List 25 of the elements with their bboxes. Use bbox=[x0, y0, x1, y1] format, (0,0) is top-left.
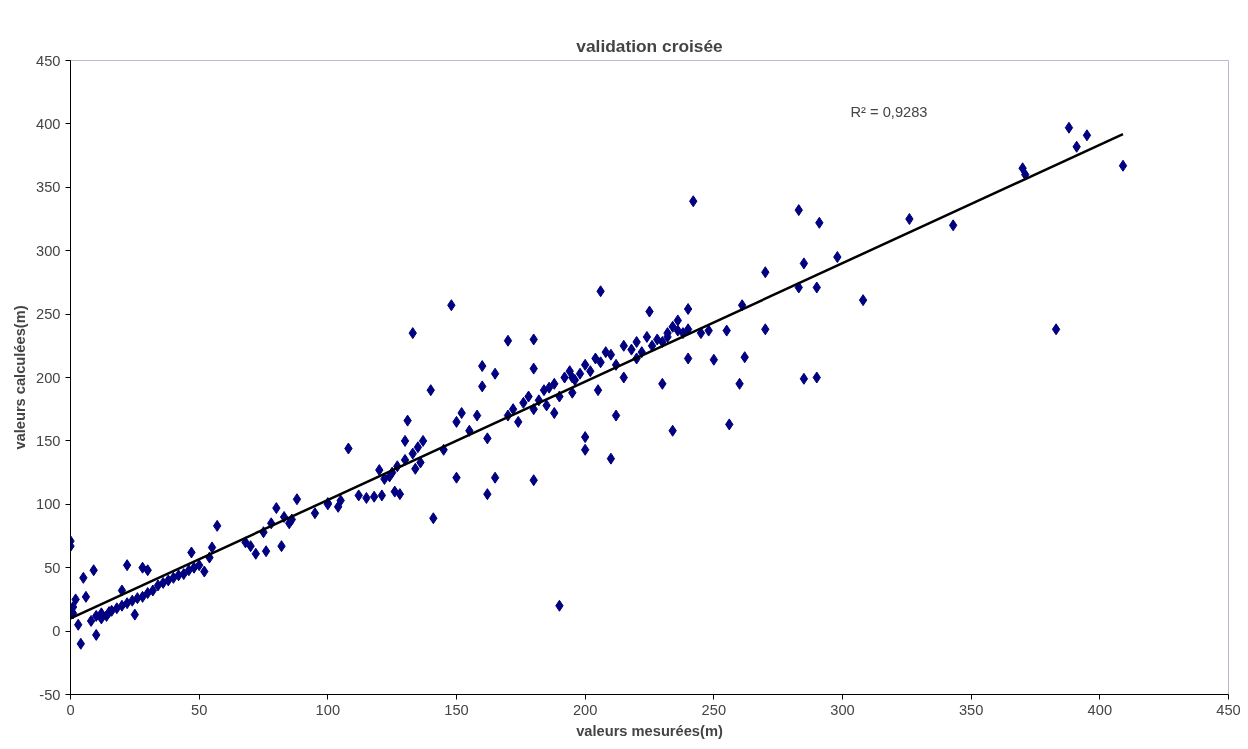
y-tick-label: 200 bbox=[36, 369, 61, 386]
x-tick-label: 50 bbox=[191, 701, 208, 718]
y-tick-label: 300 bbox=[36, 242, 61, 259]
chart-title: validation croisée bbox=[576, 35, 724, 56]
x-tick-label: 200 bbox=[572, 701, 598, 718]
y-tick-label: 450 bbox=[36, 52, 61, 69]
y-tick-label: 100 bbox=[36, 496, 61, 513]
y-axis-title: valeurs calculées(m) bbox=[12, 305, 29, 450]
y-tick-label: 0 bbox=[52, 623, 61, 640]
x-tick-label: 450 bbox=[1216, 701, 1241, 718]
x-tick-label: 350 bbox=[958, 701, 984, 718]
y-tick-label: -50 bbox=[39, 686, 61, 703]
x-tick-label: 250 bbox=[701, 701, 727, 718]
x-axis-title: valeurs mesurées(m) bbox=[576, 722, 723, 739]
y-tick-label: 250 bbox=[36, 306, 61, 323]
x-tick-label: 400 bbox=[1087, 701, 1113, 718]
y-tick-label: 150 bbox=[36, 432, 61, 449]
y-tick-label: 50 bbox=[44, 559, 61, 576]
x-tick-label: 0 bbox=[66, 701, 75, 718]
annotation: R² = 0,9283 bbox=[850, 103, 928, 120]
x-tick-label: 150 bbox=[444, 701, 469, 718]
y-tick-label: 350 bbox=[36, 179, 61, 196]
x-tick-label: 100 bbox=[315, 701, 341, 718]
y-tick-label: 400 bbox=[36, 115, 61, 132]
x-tick-label: 300 bbox=[830, 701, 855, 718]
